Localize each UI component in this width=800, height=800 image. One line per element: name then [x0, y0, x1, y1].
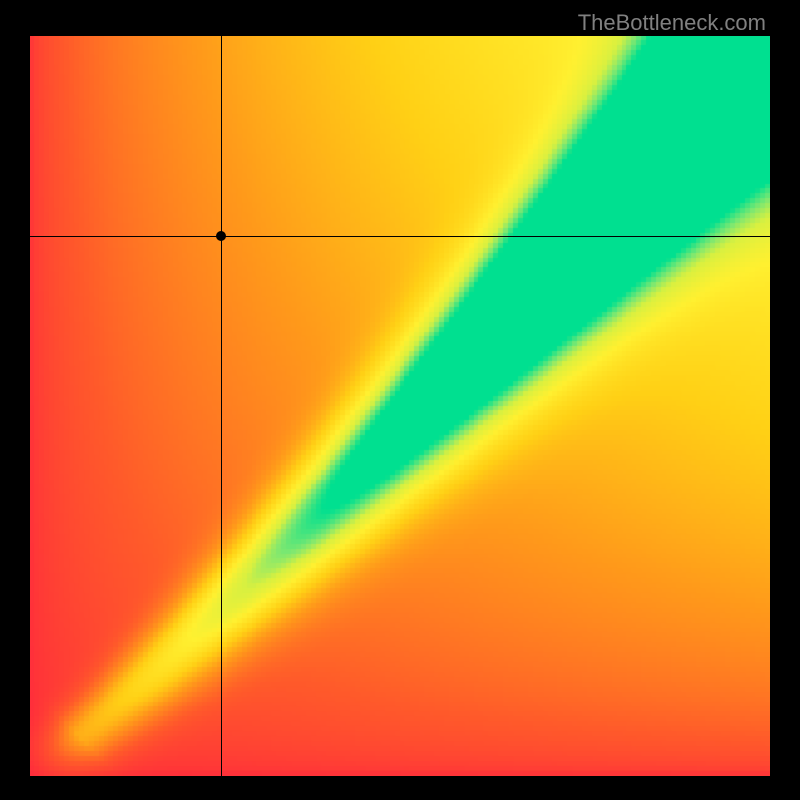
crosshair-horizontal	[30, 236, 770, 237]
heatmap-canvas	[30, 36, 770, 776]
watermark-text: TheBottleneck.com	[578, 10, 766, 36]
crosshair-vertical	[221, 36, 222, 776]
crosshair-marker	[216, 231, 226, 241]
chart-container: TheBottleneck.com	[0, 0, 800, 800]
heatmap-plot	[30, 36, 770, 776]
